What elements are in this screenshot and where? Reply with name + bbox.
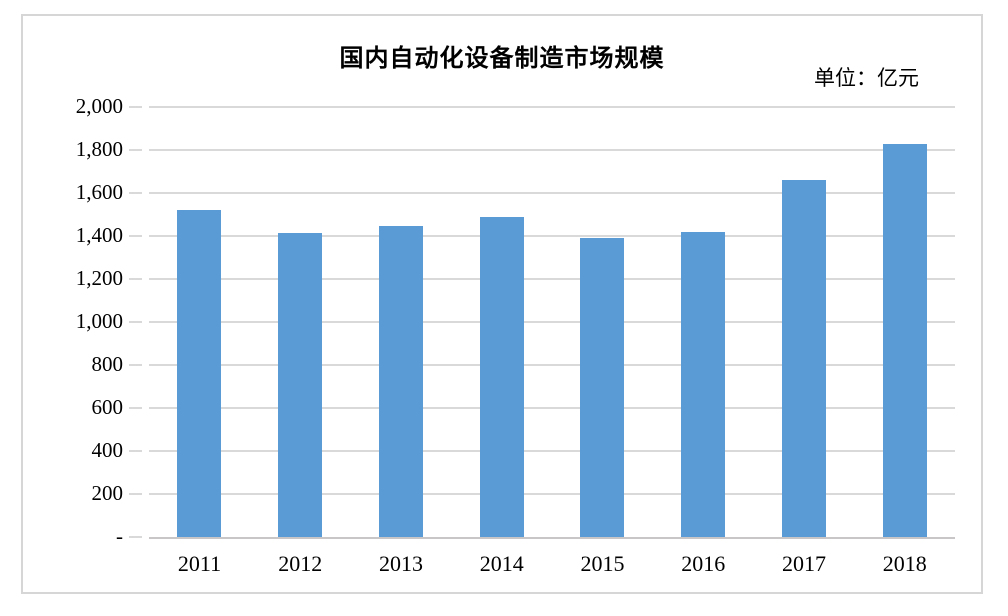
gridline — [149, 364, 955, 366]
bar-2011 — [177, 210, 222, 537]
y-axis-tick — [129, 364, 142, 366]
gridline — [149, 192, 955, 194]
y-axis-tick — [129, 235, 142, 237]
y-axis-label: - — [116, 524, 123, 548]
y-axis-label: 400 — [91, 438, 124, 462]
y-axis-label: 800 — [91, 352, 124, 376]
y-axis-label: 1,800 — [75, 137, 123, 161]
gridline — [149, 149, 955, 151]
chart-title: 国内自动化设备制造市场规模 — [339, 45, 665, 72]
bar-2017 — [781, 180, 826, 537]
x-axis-label: 2014 — [479, 551, 524, 576]
x-axis-label: 2012 — [278, 551, 323, 576]
y-axis-tick — [129, 321, 142, 323]
plot-area: - 200 400 600 800 1,000 1,200 1,400 1,600 1,800 2,… — [76, 96, 955, 576]
y-axis-label: 600 — [91, 395, 124, 419]
x-axis-label: 2011 — [177, 551, 222, 576]
x-axis-line — [149, 537, 955, 539]
y-axis-label: 1,200 — [75, 266, 123, 290]
gridline — [149, 106, 955, 108]
y-axis-tick — [129, 407, 142, 409]
gridline — [149, 321, 955, 323]
bar-2012 — [278, 232, 323, 537]
gridline — [149, 235, 955, 237]
x-axis-label: 2017 — [782, 551, 826, 576]
bar-2015 — [580, 238, 625, 537]
y-axis-tick — [129, 149, 142, 151]
bar-2016 — [681, 231, 726, 537]
bar-2013 — [378, 226, 423, 537]
gridline — [149, 493, 955, 495]
y-axis-tick — [129, 493, 142, 495]
y-axis-label: 1,000 — [75, 309, 123, 333]
gridline — [149, 407, 955, 409]
unit-label: 单位：亿元 — [814, 67, 919, 90]
y-axis-tick — [129, 278, 142, 280]
y-axis-tick — [129, 192, 142, 194]
bar-2018 — [882, 143, 927, 537]
y-axis-tick — [129, 536, 142, 538]
gridline — [149, 450, 955, 452]
y-axis-tick — [129, 450, 142, 452]
gridline — [149, 278, 955, 280]
y-axis-label: 1,400 — [75, 223, 123, 247]
y-axis-tick — [129, 106, 142, 108]
x-axis-label: 2016 — [681, 551, 726, 576]
bar-2014 — [479, 216, 524, 537]
y-axis-label: 200 — [91, 481, 124, 505]
x-axis-label: 2015 — [580, 551, 625, 576]
y-axis-label: 1,600 — [75, 180, 123, 204]
chart-frame: 国内自动化设备制造市场规模 单位：亿元 - 200 400 600 800 1,000 1,… — [21, 14, 983, 594]
x-axis-label: 2013 — [379, 551, 423, 576]
x-axis-label: 2018 — [882, 551, 927, 576]
y-axis-label: 2,000 — [75, 94, 123, 118]
